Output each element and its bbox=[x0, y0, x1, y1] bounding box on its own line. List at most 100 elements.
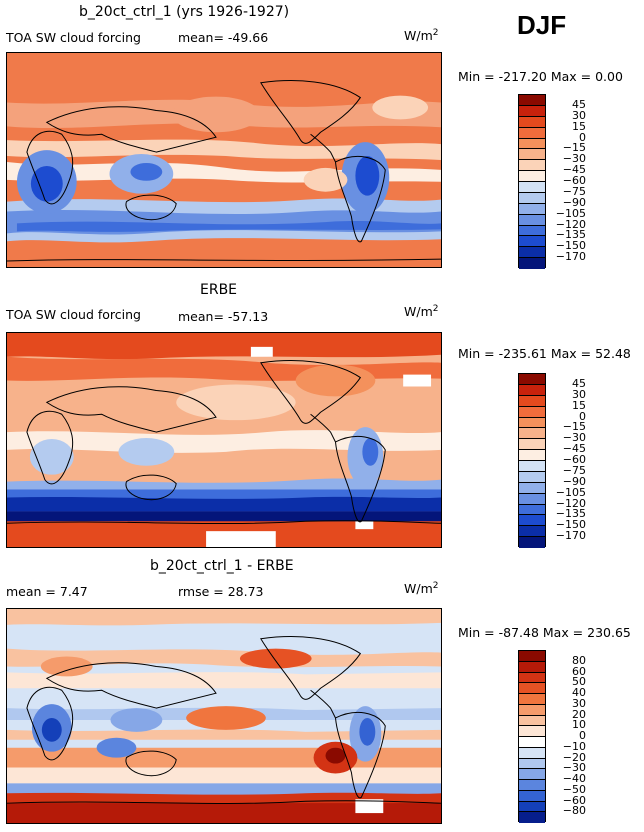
colorbar-swatch bbox=[519, 694, 545, 705]
colorbar-swatch bbox=[519, 471, 545, 483]
colorbar-tick-label: −60 bbox=[562, 174, 586, 187]
panel-1-colorbar bbox=[518, 94, 546, 269]
colorbar-swatch bbox=[519, 758, 545, 770]
colorbar-tick-label: −45 bbox=[562, 163, 586, 177]
colorbar-swatch bbox=[519, 537, 545, 548]
panel-3-map bbox=[6, 608, 442, 824]
colorbar-swatch bbox=[519, 526, 545, 538]
panel-3-rmse: rmse = 28.73 bbox=[178, 584, 264, 599]
colorbar-tick-label: −15 bbox=[562, 420, 586, 434]
colorbar-swatch bbox=[519, 247, 545, 259]
colorbar-tick-label: 50 bbox=[572, 675, 586, 689]
colorbar-tick-label: −50 bbox=[562, 782, 586, 796]
season-label: DJF bbox=[517, 10, 567, 40]
colorbar-swatch bbox=[519, 374, 545, 385]
colorbar-tick-label: −15 bbox=[562, 141, 586, 155]
colorbar-tick-label: −90 bbox=[562, 195, 586, 209]
panel-3-title: b_20ct_ctrl_1 - ERBE bbox=[150, 558, 294, 574]
colorbar-swatch bbox=[519, 171, 545, 182]
colorbar-swatch bbox=[519, 769, 545, 780]
panel-2-title: ERBE bbox=[200, 282, 238, 298]
colorbar-swatch bbox=[519, 515, 545, 527]
colorbar-tick-label: −30 bbox=[562, 761, 586, 775]
colorbar-tick-label: −120 bbox=[555, 217, 586, 231]
colorbar-tick-label: −60 bbox=[562, 453, 586, 466]
colorbar-swatch bbox=[519, 182, 545, 193]
panel-1-mean: mean= -49.66 bbox=[178, 30, 269, 45]
colorbar-swatch bbox=[519, 661, 545, 673]
panel-2-minmax: Min = -235.61 Max = 52.48 bbox=[458, 346, 631, 361]
colorbar-tick-label: −150 bbox=[555, 518, 586, 532]
colorbar-swatch bbox=[519, 672, 545, 684]
colorbar-swatch bbox=[519, 192, 545, 204]
colorbar-tick-label: 30 bbox=[572, 696, 586, 710]
colorbar-swatch bbox=[519, 780, 545, 791]
colorbar-swatch bbox=[519, 203, 545, 215]
colorbar-tick-label: 40 bbox=[572, 686, 586, 699]
panel-1-title: b_20ct_ctrl_1 (yrs 1926-1927) bbox=[79, 4, 290, 20]
colorbar-swatch bbox=[519, 95, 545, 106]
colorbar-tick-label: −135 bbox=[555, 507, 586, 521]
colorbar-swatch bbox=[519, 236, 545, 248]
colorbar-swatch bbox=[519, 127, 545, 139]
colorbar-tick-label: −45 bbox=[562, 442, 586, 456]
colorbar-tick-label: 45 bbox=[572, 97, 586, 111]
colorbar-tick-label: −30 bbox=[562, 152, 586, 166]
panel-3-minmax: Min = -87.48 Max = 230.65 bbox=[458, 625, 631, 640]
colorbar-tick-label: 30 bbox=[572, 108, 586, 122]
colorbar-tick-label: −80 bbox=[562, 804, 586, 818]
colorbar-swatch bbox=[519, 747, 545, 759]
panel-2-unit: W/m2 bbox=[404, 304, 439, 320]
colorbar-swatch bbox=[519, 428, 545, 440]
colorbar-swatch bbox=[519, 258, 545, 269]
colorbar-swatch bbox=[519, 812, 545, 823]
colorbar-tick-label: −60 bbox=[562, 793, 586, 807]
colorbar-swatch bbox=[519, 790, 545, 802]
colorbar-tick-label: −10 bbox=[562, 739, 586, 753]
colorbar-swatch bbox=[519, 683, 545, 694]
colorbar-swatch bbox=[519, 482, 545, 494]
colorbar-tick-label: −20 bbox=[562, 750, 586, 764]
colorbar-swatch bbox=[519, 116, 545, 128]
panel-1-map bbox=[6, 52, 442, 268]
colorbar-tick-label: −30 bbox=[562, 431, 586, 445]
colorbar-tick-label: −90 bbox=[562, 474, 586, 488]
colorbar-swatch bbox=[519, 715, 545, 727]
colorbar-swatch bbox=[519, 160, 545, 172]
colorbar-swatch bbox=[519, 726, 545, 737]
panel-2-colorbar bbox=[518, 373, 546, 548]
panel-2-variable: TOA SW cloud forcing bbox=[6, 307, 141, 322]
colorbar-tick-label: −120 bbox=[555, 496, 586, 510]
colorbar-swatch bbox=[519, 395, 545, 407]
colorbar-tick-label: −170 bbox=[555, 250, 586, 264]
colorbar-swatch bbox=[519, 450, 545, 461]
colorbar-tick-label: −75 bbox=[562, 184, 586, 198]
colorbar-swatch bbox=[519, 704, 545, 716]
panel-1-unit: W/m2 bbox=[404, 28, 439, 44]
colorbar-tick-label: 15 bbox=[572, 119, 586, 133]
colorbar-tick-label: 20 bbox=[572, 707, 586, 721]
colorbar-tick-label: 0 bbox=[579, 409, 586, 423]
colorbar-swatch bbox=[519, 504, 545, 516]
colorbar-swatch bbox=[519, 493, 545, 505]
colorbar-tick-label: −105 bbox=[555, 485, 586, 499]
colorbar-swatch bbox=[519, 225, 545, 237]
panel-3-mean: mean = 7.47 bbox=[6, 584, 88, 599]
panel-3-unit: W/m2 bbox=[404, 581, 439, 597]
colorbar-tick-label: 60 bbox=[572, 664, 586, 678]
colorbar-tick-label: 15 bbox=[572, 398, 586, 412]
colorbar-swatch bbox=[519, 214, 545, 226]
colorbar-swatch bbox=[519, 461, 545, 472]
colorbar-tick-label: −135 bbox=[555, 228, 586, 242]
panel-2-map bbox=[6, 332, 442, 548]
colorbar-tick-label: 45 bbox=[572, 376, 586, 390]
colorbar-swatch bbox=[519, 149, 545, 161]
colorbar-tick-label: −170 bbox=[555, 529, 586, 543]
colorbar-tick-label: 0 bbox=[579, 729, 586, 742]
colorbar-tick-label: 30 bbox=[572, 387, 586, 401]
panel-3-colorbar bbox=[518, 650, 546, 823]
colorbar-swatch bbox=[519, 439, 545, 451]
colorbar-swatch bbox=[519, 651, 545, 662]
colorbar-tick-label: 80 bbox=[572, 653, 586, 667]
colorbar-swatch bbox=[519, 384, 545, 396]
